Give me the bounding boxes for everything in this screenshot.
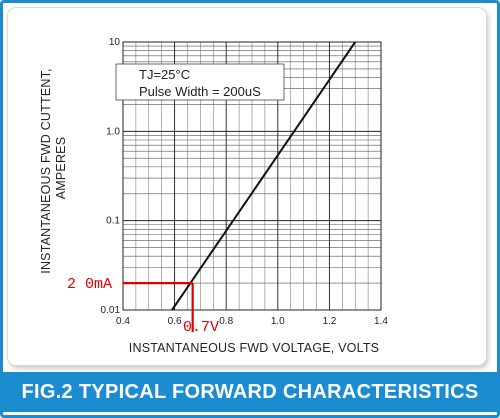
conditions-pulse-width: Pulse Width = 200uS bbox=[139, 84, 261, 99]
x-tick-label: 0.4 bbox=[116, 316, 130, 327]
y-tick-label: 0.1 bbox=[106, 216, 120, 227]
x-tick-label: 1.2 bbox=[322, 316, 336, 327]
y-tick-label: 1.0 bbox=[106, 126, 120, 137]
series-layer bbox=[171, 41, 357, 311]
x-tick-label: 0.6 bbox=[168, 316, 182, 327]
conditions-box bbox=[115, 63, 285, 101]
y-tick-label: 10 bbox=[109, 37, 121, 48]
marker-voltage-label: 0.7V bbox=[183, 319, 219, 336]
caption-bar: FIG.2 TYPICAL FORWARD CHARACTERISTICS bbox=[3, 372, 497, 412]
x-tick-label: 1.4 bbox=[374, 316, 388, 327]
x-tick-labels: 0.4 0.6 0.8 1.0 1.2 1.4 bbox=[116, 316, 388, 327]
x-axis-label: INSTANTANEOUS FWD VOLTAGE, VOLTS bbox=[129, 341, 379, 355]
figure-caption: FIG.2 TYPICAL FORWARD CHARACTERISTICS bbox=[21, 380, 479, 403]
marker-current-label: 2 0mA bbox=[67, 276, 112, 293]
y-tick-label: 0.01 bbox=[101, 305, 121, 316]
conditions-temperature: TJ=25°C bbox=[139, 67, 190, 82]
x-tick-label: 0.8 bbox=[219, 316, 233, 327]
x-tick-label: 1.0 bbox=[271, 316, 285, 327]
y-tick-labels: 0.01 0.1 1.0 10 bbox=[101, 37, 121, 316]
y-axis-label-line2: AMPERES bbox=[54, 137, 68, 200]
plot-border bbox=[122, 41, 382, 311]
series-line bbox=[171, 41, 357, 311]
y-axis-label-line1: INSTANTANEOUS FWD CUTTENT, bbox=[39, 68, 53, 273]
